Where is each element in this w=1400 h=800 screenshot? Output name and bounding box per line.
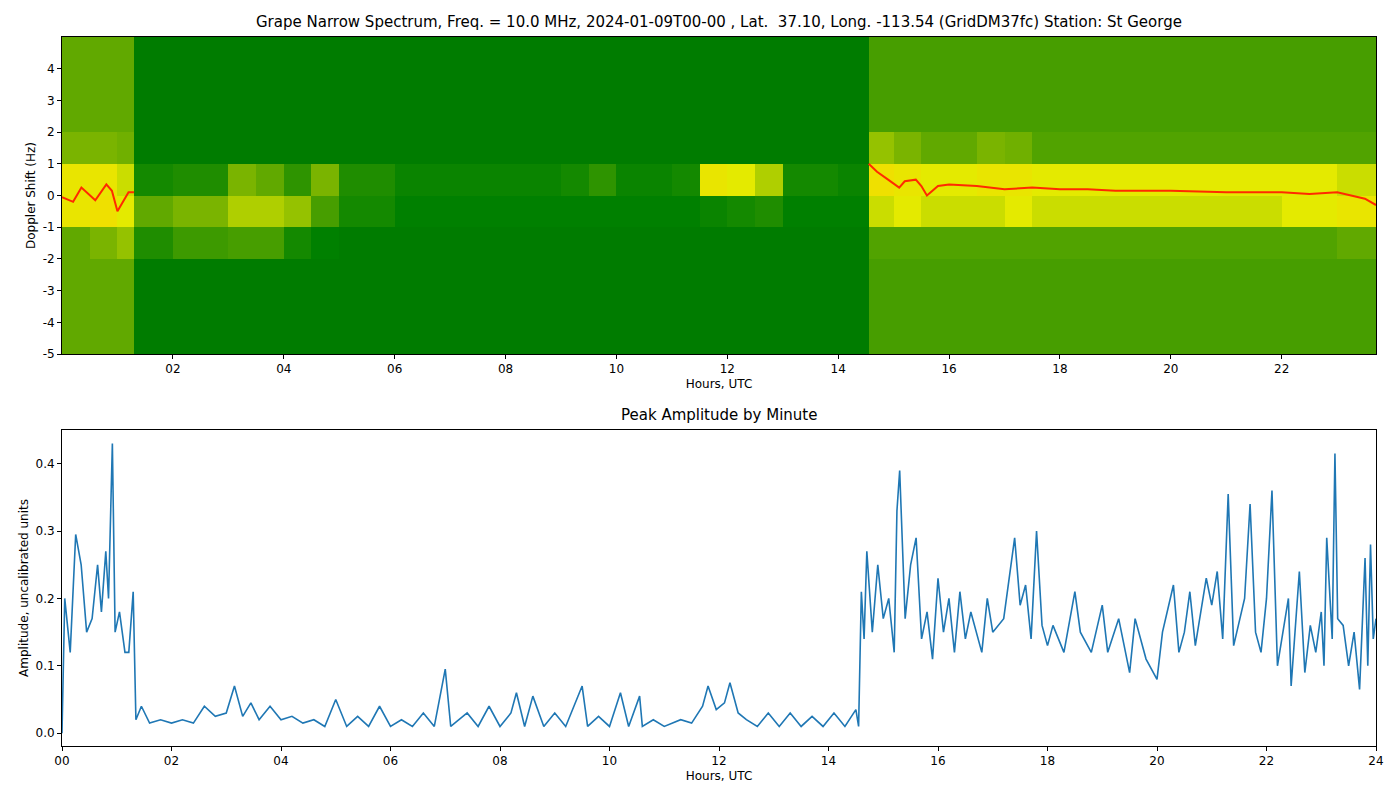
- svg-text:10: 10: [602, 754, 617, 768]
- svg-text:Hours, UTC: Hours, UTC: [686, 377, 753, 391]
- svg-text:Peak Amplitude by Minute: Peak Amplitude by Minute: [621, 406, 817, 424]
- svg-text:14: 14: [821, 754, 836, 768]
- svg-text:06: 06: [383, 754, 398, 768]
- svg-text:02: 02: [164, 754, 179, 768]
- svg-text:00: 00: [54, 754, 69, 768]
- svg-text:22: 22: [1274, 362, 1289, 376]
- svg-text:06: 06: [387, 362, 402, 376]
- svg-text:0: 0: [47, 189, 55, 203]
- svg-text:10: 10: [609, 362, 624, 376]
- svg-text:0.4: 0.4: [36, 457, 55, 471]
- svg-text:04: 04: [273, 754, 288, 768]
- svg-text:16: 16: [941, 362, 956, 376]
- svg-text:-1: -1: [43, 220, 55, 234]
- svg-text:04: 04: [276, 362, 291, 376]
- svg-text:0.3: 0.3: [36, 524, 55, 538]
- svg-text:1: 1: [47, 157, 55, 171]
- svg-text:-5: -5: [43, 347, 55, 361]
- svg-text:-4: -4: [43, 316, 55, 330]
- svg-text:12: 12: [711, 754, 726, 768]
- svg-text:16: 16: [930, 754, 945, 768]
- svg-text:Doppler Shift (Hz): Doppler Shift (Hz): [24, 142, 38, 249]
- svg-text:Amplitude, uncalibrated units: Amplitude, uncalibrated units: [17, 499, 31, 677]
- svg-text:4: 4: [47, 62, 55, 76]
- svg-text:20: 20: [1149, 754, 1164, 768]
- svg-text:20: 20: [1163, 362, 1178, 376]
- svg-text:22: 22: [1259, 754, 1274, 768]
- svg-text:14: 14: [831, 362, 846, 376]
- svg-text:02: 02: [165, 362, 180, 376]
- svg-text:Grape Narrow Spectrum, Freq. =: Grape Narrow Spectrum, Freq. = 10.0 MHz,…: [256, 13, 1182, 31]
- svg-text:2: 2: [47, 125, 55, 139]
- svg-text:-2: -2: [43, 252, 55, 266]
- svg-text:24: 24: [1368, 754, 1383, 768]
- svg-text:Hours, UTC: Hours, UTC: [686, 769, 753, 783]
- svg-text:08: 08: [492, 754, 507, 768]
- svg-text:3: 3: [47, 94, 55, 108]
- svg-text:-3: -3: [43, 284, 55, 298]
- svg-text:12: 12: [720, 362, 735, 376]
- svg-text:0.0: 0.0: [36, 726, 55, 740]
- svg-text:18: 18: [1052, 362, 1067, 376]
- svg-text:18: 18: [1040, 754, 1055, 768]
- svg-text:08: 08: [498, 362, 513, 376]
- svg-text:0.2: 0.2: [36, 592, 55, 606]
- svg-text:0.1: 0.1: [36, 659, 55, 673]
